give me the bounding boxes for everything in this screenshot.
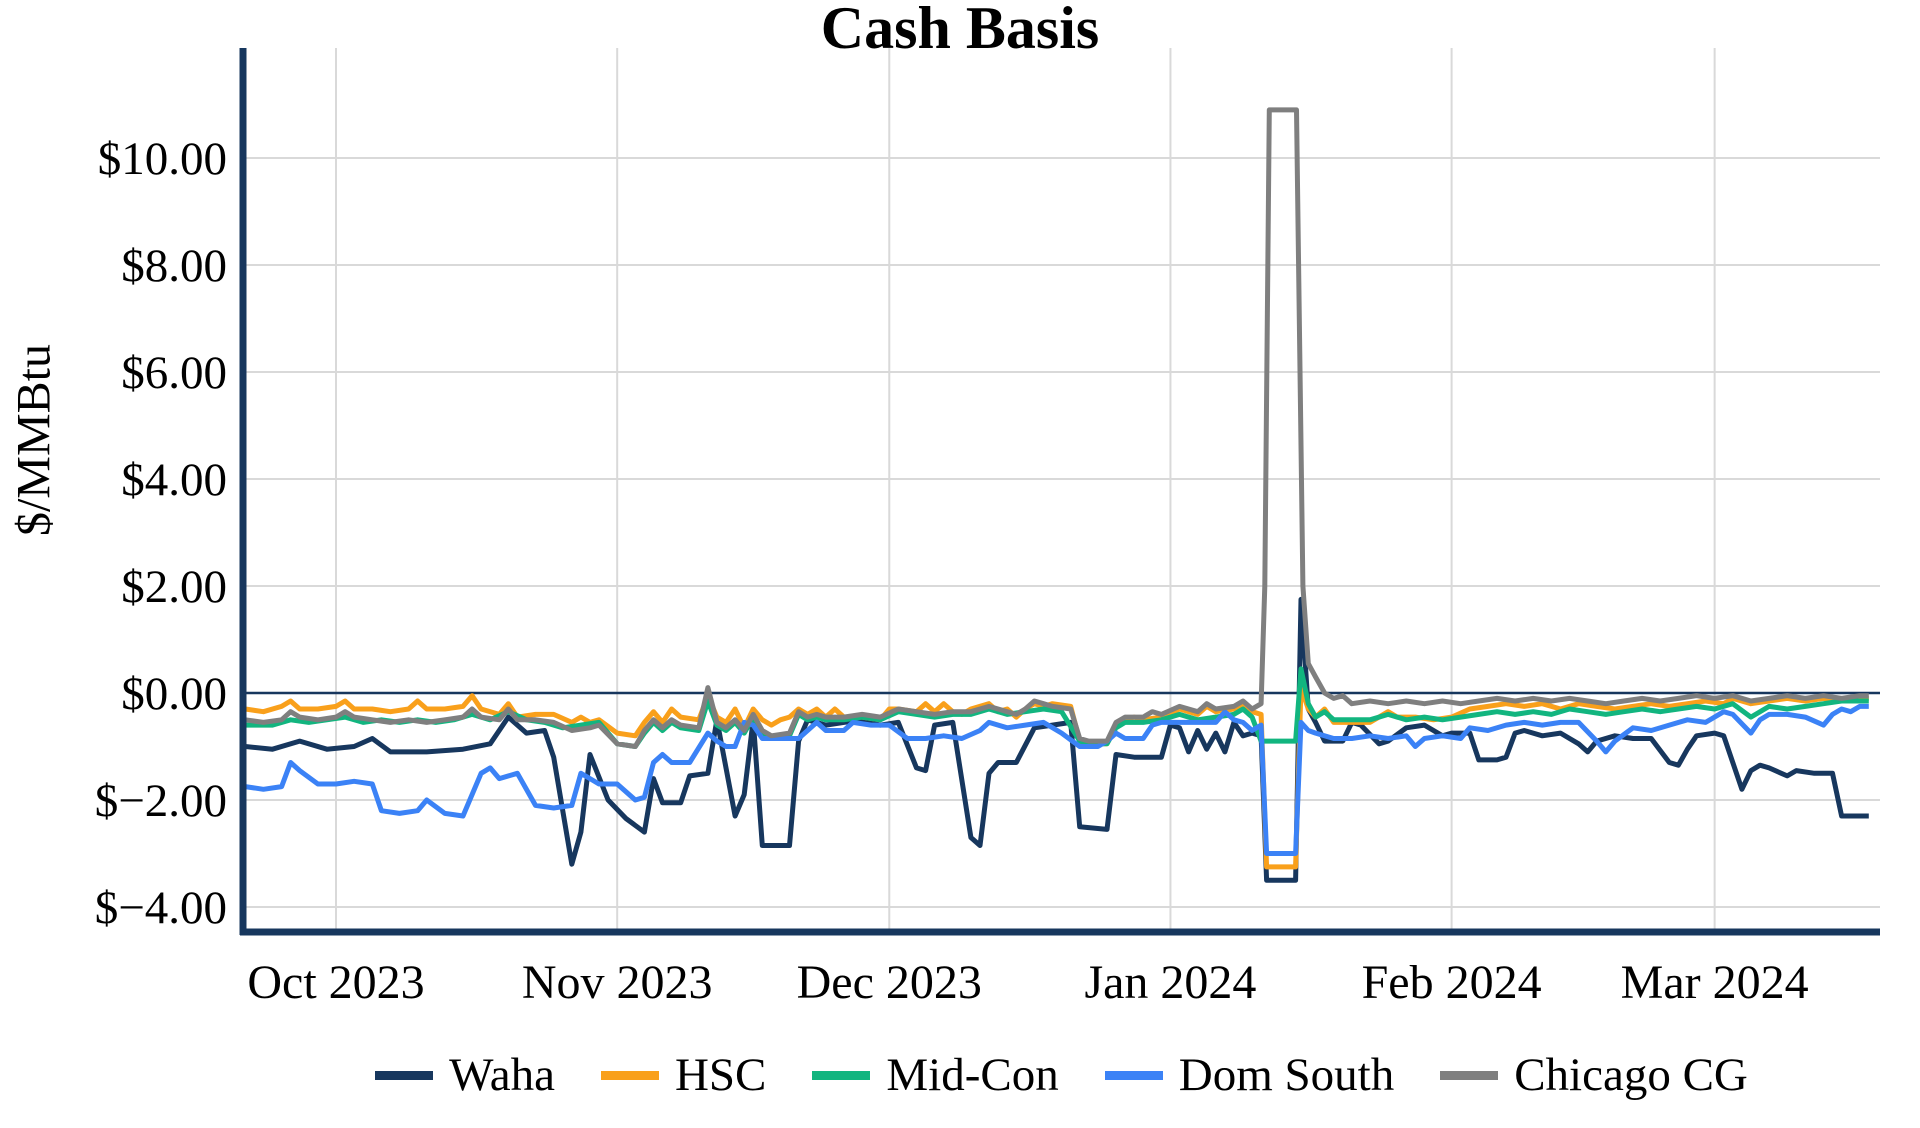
x-tick-label: Dec 2023 <box>797 956 982 1009</box>
x-tick-label: Oct 2023 <box>247 956 424 1009</box>
legend-item-dom-south: Dom South <box>1104 1048 1395 1101</box>
x-tick-label: Mar 2024 <box>1621 956 1809 1009</box>
chart-title: Cash Basis <box>820 0 1100 61</box>
series-line-chicago-cg <box>244 107 1869 749</box>
legend-label-dom-south: Dom South <box>1178 1048 1395 1101</box>
y-tick-label: $−2.00 <box>95 775 227 827</box>
legend-label-waha: Waha <box>449 1048 555 1101</box>
y-tick-label: $4.00 <box>121 454 227 506</box>
legend-swatch-hsc <box>600 1070 659 1080</box>
legend-item-chicago-cg: Chicago CG <box>1440 1048 1748 1101</box>
legend-swatch-waha <box>375 1070 434 1080</box>
series-line-dom-south <box>244 703 1869 856</box>
series-line-hsc <box>244 685 1869 870</box>
legend-item-waha: Waha <box>375 1048 555 1101</box>
legend-label-chicago-cg: Chicago CG <box>1514 1048 1748 1101</box>
y-tick-label: $−4.00 <box>95 882 227 934</box>
legend-label-mid-con: Mid-Con <box>886 1048 1059 1101</box>
x-tick-label: Jan 2024 <box>1084 956 1256 1009</box>
x-tick-label: Feb 2024 <box>1362 956 1542 1009</box>
y-tick-label: $0.00 <box>121 668 227 720</box>
x-tick-label: Nov 2023 <box>522 956 713 1009</box>
chart-legend: Waha HSC Mid-Con Dom South Chicago CG <box>243 1040 1880 1110</box>
y-tick-label: $8.00 <box>121 240 227 292</box>
legend-item-mid-con: Mid-Con <box>812 1048 1059 1101</box>
legend-label-hsc: HSC <box>674 1048 767 1101</box>
legend-swatch-chicago-cg <box>1440 1070 1499 1080</box>
series-line-waha <box>245 596 1869 883</box>
y-tick-label: $10.00 <box>98 133 227 185</box>
y-tick-label: $2.00 <box>121 561 227 613</box>
plot-area: $10.00 $8.00 $6.00 $4.00 $2.00 $0.00 $−2.00 $−4… <box>95 48 1880 1009</box>
legend-swatch-dom-south <box>1104 1070 1163 1080</box>
y-tick-label: $6.00 <box>121 347 227 399</box>
legend-swatch-mid-con <box>812 1070 871 1080</box>
legend-item-hsc: HSC <box>600 1048 767 1101</box>
